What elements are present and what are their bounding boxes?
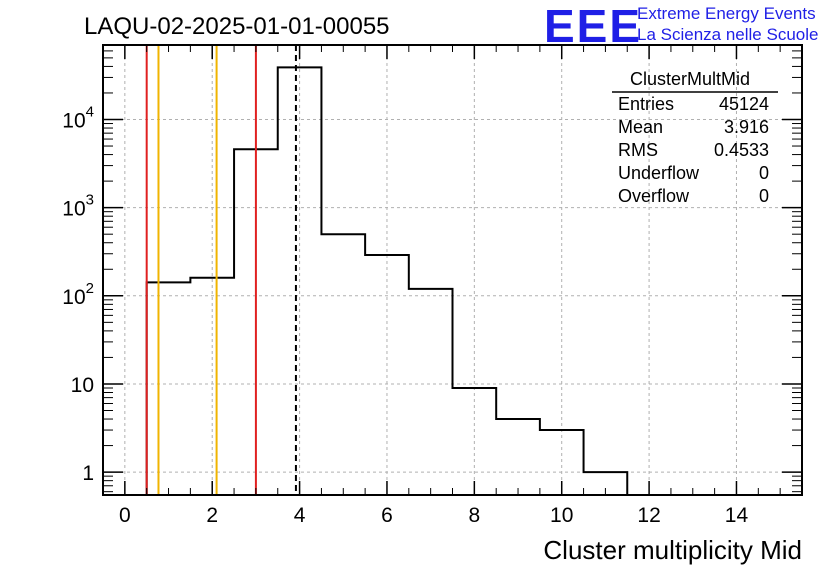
stats-row-label: Overflow (618, 186, 690, 206)
histogram-bin (147, 282, 191, 495)
logo-acronym: EEE (544, 0, 642, 52)
stats-row-label: RMS (618, 140, 658, 160)
plot-title: LAQU-02-2025-01-01-00055 (84, 13, 390, 40)
histogram-bin (496, 419, 540, 495)
y-tick-label: 10 (71, 374, 94, 397)
histogram-bin (453, 388, 497, 495)
x-tick-label: 6 (381, 504, 393, 527)
eee-logo: EEE Extreme Energy Events La Scienza nel… (544, 0, 818, 52)
histogram-series (145, 66, 629, 495)
logo-line1: Extreme Energy Events (637, 4, 816, 23)
x-tick-label: 0 (119, 504, 131, 527)
histogram-step-line (145, 66, 629, 495)
stats-row-label: Mean (618, 117, 663, 137)
x-tick-label: 12 (637, 504, 660, 527)
x-axis-label: Cluster multiplicity Mid (543, 535, 802, 565)
axis-ticks (102, 44, 803, 495)
x-tick-labels: 0 2 4 6 8 10 12 14 (119, 504, 748, 527)
stats-row-value: 0.4533 (714, 140, 769, 160)
y-tick-label: 1 (82, 462, 94, 485)
y-tick-label: 103 (62, 192, 94, 221)
y-tick-labels: 1 10 102 103 104 (62, 103, 94, 485)
stats-row-label: Entries (618, 94, 674, 114)
x-tick-label: 2 (206, 504, 218, 527)
logo-line2: La Scienza nelle Scuole (637, 25, 818, 44)
histogram-bin (278, 67, 322, 495)
x-tick-label: 8 (469, 504, 481, 527)
histogram-bin (190, 278, 234, 495)
stats-box-title: ClusterMultMid (630, 69, 750, 89)
x-tick-label: 14 (725, 504, 749, 527)
stats-row-value: 45124 (719, 94, 769, 114)
vertical-markers (145, 45, 297, 495)
x-tick-label: 10 (550, 504, 573, 527)
stats-box-rows: Entries 45124 Mean 3.916 RMS 0.4533 Underflow 0… (618, 94, 769, 206)
stats-row-value: 0 (759, 186, 769, 206)
stats-row-label: Underflow (618, 163, 700, 183)
y-tick-label: 104 (62, 103, 94, 132)
histogram-bin (321, 234, 365, 495)
y-tick-label: 102 (62, 280, 94, 309)
stats-row-value: 0 (759, 163, 769, 183)
grid-lines (103, 45, 802, 495)
stats-box: ClusterMultMid Entries 45124 Mean 3.916 RMS 0… (612, 69, 778, 206)
x-tick-label: 4 (294, 504, 306, 527)
stats-row-value: 3.916 (724, 117, 769, 137)
histogram-bin (365, 255, 409, 495)
histogram-bin (409, 289, 453, 495)
